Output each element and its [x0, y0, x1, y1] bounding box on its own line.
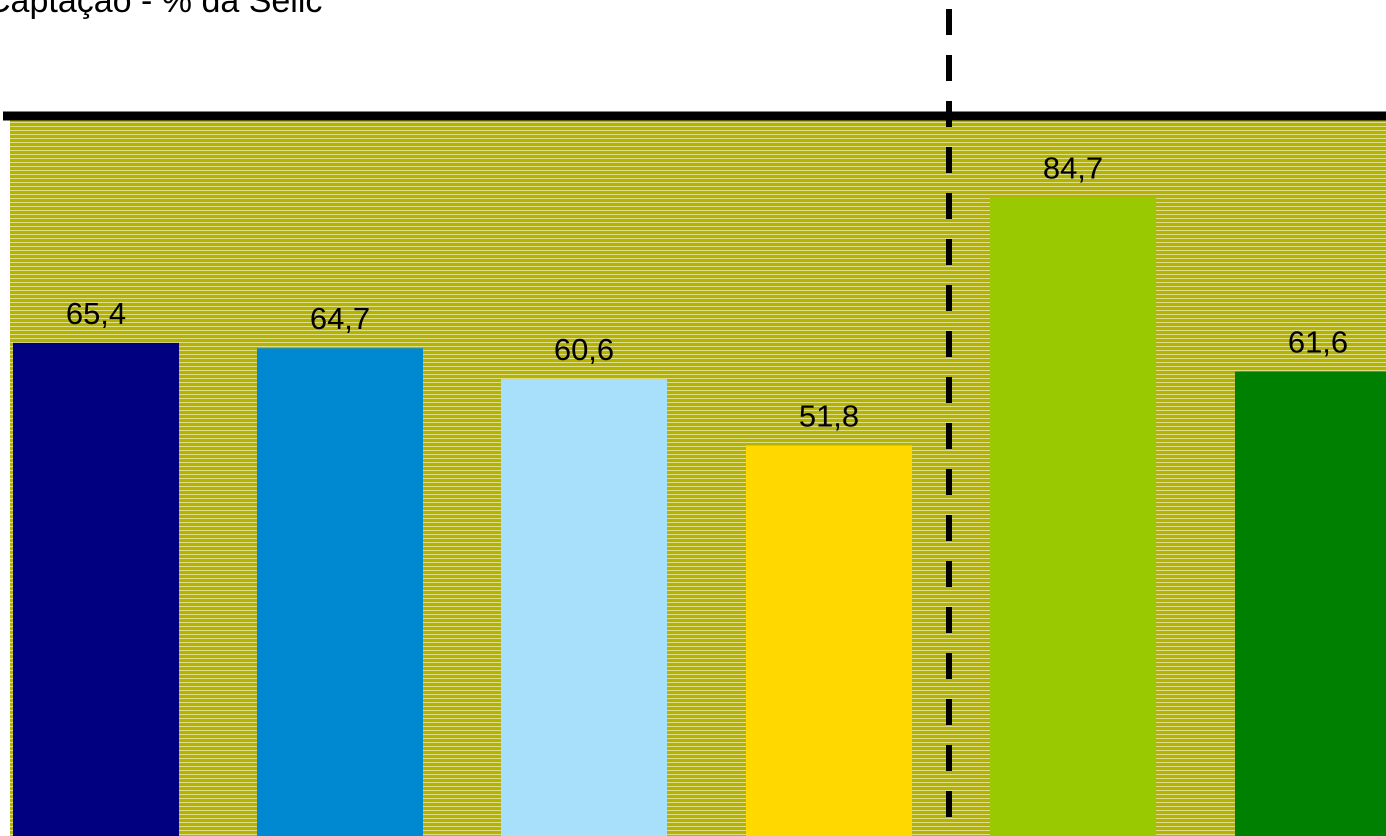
bar-4: [746, 445, 912, 836]
bar-value-label-1: 65,4: [66, 296, 126, 331]
bar-value-label-4: 51,8: [799, 398, 859, 433]
bar-2: [257, 348, 423, 836]
bar-value-label-6: 61,6: [1288, 325, 1348, 360]
bar-6: [1235, 371, 1386, 836]
bar-1: [13, 342, 179, 836]
bar-value-label-5: 84,7: [1043, 150, 1103, 185]
plot-background: [10, 120, 1386, 836]
bar-5: [990, 197, 1156, 836]
bar-value-label-3: 60,6: [554, 332, 614, 367]
value-labels-group: 65,4 64,7 60,6 51,8 84,7 61,6: [66, 150, 1348, 433]
bar-3: [501, 379, 667, 836]
bars-group: [13, 197, 1386, 836]
chart-title: Captação - % da Selic: [0, 0, 322, 20]
bar-value-label-2: 64,7: [310, 301, 370, 336]
